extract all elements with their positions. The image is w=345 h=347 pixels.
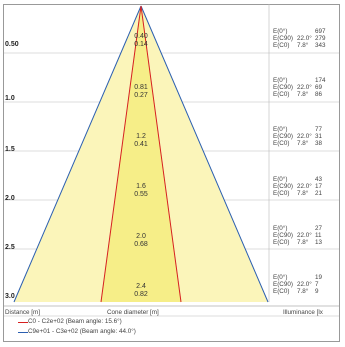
illuminance-row: E(0°) 77 E(C90) 22.0° 31 E(C0) 7.8° 38 — [273, 126, 322, 147]
legend-swatch-narrow-beam — [18, 322, 28, 323]
illuminance-value: 19 — [315, 274, 323, 281]
beam-angle: 22.0° — [297, 84, 312, 91]
cone-diameter-c90: 2.0 — [136, 233, 146, 240]
distance-label: 0.50 — [5, 41, 19, 48]
illuminance-row: E(0°) 19 E(C90) 22.0° 7 E(C0) 7.8° 9 — [273, 274, 322, 295]
illuminance-label: E(C0) — [273, 42, 290, 49]
illuminance-row: E(0°) 27 E(C90) 22.0° 11 E(C0) 7.8° 13 — [273, 225, 322, 246]
illuminance-value: 279 — [315, 35, 326, 42]
illuminance-label: E(C0) — [273, 190, 290, 197]
distance-label: 2.0 — [5, 195, 15, 202]
distance-axis-label: Distance [m] — [5, 309, 40, 316]
illuminance-value: 27 — [315, 225, 323, 232]
cone-diameter-c0: 0.82 — [134, 291, 148, 298]
illuminance-label: E(C90) — [273, 232, 293, 239]
wide-beam-right-edge — [140, 5, 269, 303]
illuminance-row: E(0°) 43 E(C90) 22.0° 17 E(C0) 7.8° 21 — [273, 176, 322, 197]
illuminance-value: 21 — [315, 190, 323, 197]
distance-label: 1.0 — [5, 95, 15, 102]
cone-diameter-c90: 1.6 — [136, 183, 146, 190]
illuminance-label: E(C0) — [273, 239, 290, 246]
illuminance-axis-label: Illuminance [lx — [283, 309, 323, 316]
cone-diameter-c0: 0.14 — [134, 41, 148, 48]
beam-angle: 7.8° — [297, 288, 309, 295]
illuminance-value: 43 — [315, 176, 323, 183]
illuminance-label: E(C90) — [273, 133, 293, 140]
distance-label: 1.5 — [5, 146, 15, 153]
illuminance-label: E(C0) — [273, 288, 290, 295]
cone-diameter-c90: 0.40 — [134, 33, 148, 40]
wide-beam-left-edge — [13, 5, 142, 303]
illuminance-label: E(0°) — [273, 274, 288, 281]
illuminance-value: 38 — [315, 140, 323, 147]
illuminance-value: 11 — [315, 232, 322, 239]
beam-angle: 7.8° — [297, 91, 309, 98]
distance-label: 3.0 — [5, 293, 15, 300]
legend-swatch-wide-beam — [18, 332, 28, 333]
legend-label: C0 - C2e+02 (Beam angle: 15.6°) — [28, 318, 122, 325]
illuminance-value: 31 — [315, 133, 323, 140]
cone-diameter-value: 1.6 0.55 — [121, 183, 161, 199]
legend-label: C9e+01 - C3e+02 (Beam angle: 44.0°) — [28, 328, 136, 335]
narrow-beam-right-edge — [140, 5, 182, 303]
narrow-beam-left-edge — [100, 5, 142, 303]
beam-angle: 22.0° — [297, 232, 312, 239]
beam-angle: 22.0° — [297, 133, 312, 140]
cone-diameter-value: 0.81 0.27 — [121, 84, 161, 100]
beam-angle: 22.0° — [297, 281, 312, 288]
cone-diameter-c0: 0.68 — [134, 241, 148, 248]
illuminance-label: E(0°) — [273, 126, 288, 133]
illuminance-value: 174 — [315, 77, 326, 84]
illuminance-value: 86 — [315, 91, 323, 98]
illuminance-label: E(0°) — [273, 176, 288, 183]
illuminance-row: E(0°) 174 E(C90) 22.0° 69 E(C0) 7.8° 86 — [273, 77, 326, 98]
cone-diameter-value: 2.0 0.68 — [121, 233, 161, 249]
cone-diameter-c0: 0.27 — [134, 92, 148, 99]
illuminance-value: 13 — [315, 239, 323, 246]
illuminance-label: E(C90) — [273, 35, 293, 42]
cone-diameter-c0: 0.55 — [134, 191, 148, 198]
cone-diameter-c0: 0.41 — [134, 141, 148, 148]
illuminance-label: E(C0) — [273, 91, 290, 98]
beam-angle: 7.8° — [297, 42, 309, 49]
illuminance-label: E(C90) — [273, 84, 293, 91]
illuminance-label: E(0°) — [273, 225, 288, 232]
cone-diameter-c90: 0.81 — [134, 84, 148, 91]
illuminance-label: E(C90) — [273, 281, 293, 288]
cone-diameter-value: 2.4 0.82 — [121, 283, 161, 299]
illuminance-value: 77 — [315, 126, 323, 133]
beam-diagram-frame — [3, 4, 340, 342]
beam-angle: 22.0° — [297, 183, 312, 190]
beam-angle: 7.8° — [297, 140, 309, 147]
distance-label: 2.5 — [5, 244, 15, 251]
beam-angle: 22.0° — [297, 35, 312, 42]
illuminance-value: 17 — [315, 183, 323, 190]
illuminance-label: E(0°) — [273, 77, 288, 84]
illuminance-value: 7 — [315, 281, 319, 288]
illuminance-value: 9 — [315, 288, 319, 295]
illuminance-label: E(0°) — [273, 28, 288, 35]
cone-diameter-value: 0.40 0.14 — [121, 33, 161, 49]
cone-diameter-value: 1.2 0.41 — [121, 133, 161, 149]
legend-item-wide-beam: C9e+01 - C3e+02 (Beam angle: 44.0°) — [18, 328, 136, 336]
cone-diameter-c90: 2.4 — [136, 283, 146, 290]
illuminance-value: 697 — [315, 28, 326, 35]
illuminance-value: 343 — [315, 42, 326, 49]
cone-diameter-axis-label: Cone diameter [m] — [107, 309, 159, 316]
beam-angle: 7.8° — [297, 239, 309, 246]
legend-item-narrow-beam: C0 - C2e+02 (Beam angle: 15.6°) — [18, 318, 122, 326]
illuminance-label: E(C90) — [273, 183, 293, 190]
narrow-beam-cone — [101, 6, 181, 302]
illuminance-label: E(C0) — [273, 140, 290, 147]
beam-angle: 7.8° — [297, 190, 309, 197]
illuminance-row: E(0°) 697 E(C90) 22.0° 279 E(C0) 7.8° 343 — [273, 28, 326, 49]
cone-diameter-c90: 1.2 — [136, 133, 146, 140]
illuminance-value: 69 — [315, 84, 323, 91]
